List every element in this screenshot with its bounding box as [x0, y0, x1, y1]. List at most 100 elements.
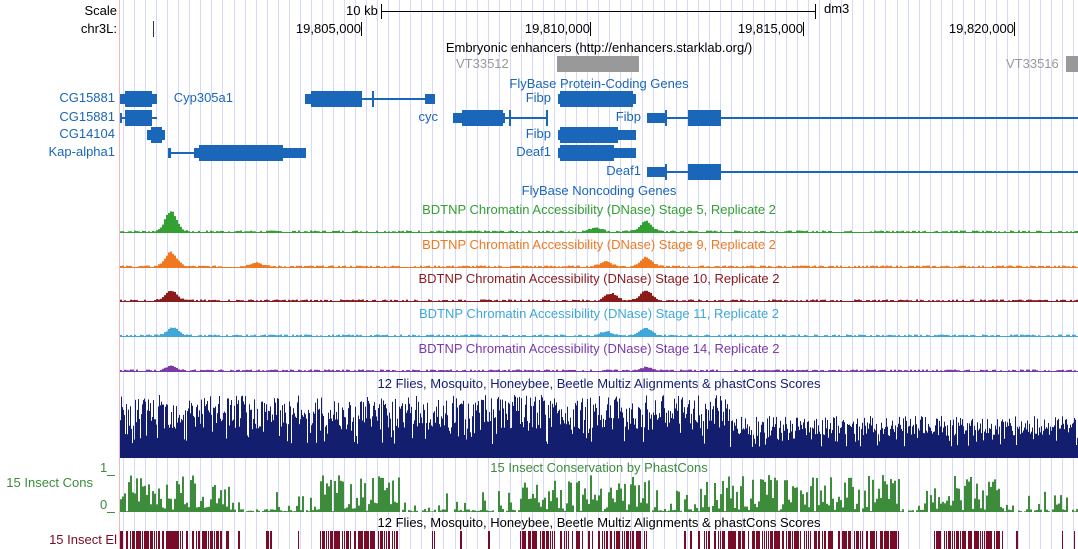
- multiz-bar: [611, 417, 612, 458]
- dnase-track-title[interactable]: BDTNP Chromatin Accessibility (DNase) St…: [422, 202, 776, 217]
- dnase-signal-bar: [442, 266, 444, 267]
- conserved-element: [174, 531, 176, 549]
- dnase-signal-bar: [646, 327, 648, 336]
- enhancer-label[interactable]: VT33512: [456, 56, 509, 71]
- conserved-element: [130, 531, 131, 549]
- conserved-element: [734, 531, 736, 549]
- multiz-bar: [780, 420, 781, 458]
- phastcons-bar: [550, 501, 552, 512]
- dnase-track-title[interactable]: BDTNP Chromatin Accessibility (DNase) St…: [418, 271, 780, 286]
- dnase-signal-bar: [1012, 266, 1014, 267]
- dnase-track-title[interactable]: BDTNP Chromatin Accessibility (DNase) St…: [418, 306, 780, 321]
- dnase-signal-bar: [122, 231, 124, 232]
- dnase-signal-bar: [170, 327, 172, 336]
- gene-label[interactable]: Kap-alpha1: [48, 144, 116, 159]
- dnase-signal-bar: [942, 300, 944, 301]
- dnase-signal-bar: [388, 369, 390, 371]
- phastcons-bar: [712, 505, 714, 512]
- phastcons-bar: [698, 511, 700, 512]
- multiz-bar: [490, 421, 491, 458]
- enhancer-feature[interactable]: [1066, 56, 1078, 72]
- multiz-bar: [665, 422, 666, 458]
- phastcons-bar: [984, 509, 986, 512]
- dnase-signal-bar: [316, 369, 318, 371]
- dnase-signal-bar: [318, 265, 320, 267]
- multiz-bar: [901, 428, 902, 458]
- conserved-element: [940, 531, 941, 549]
- dnase-signal-bar: [550, 265, 552, 267]
- multiz-bar: [162, 404, 163, 458]
- phastcons-bar: [670, 503, 672, 512]
- conserved-element: [888, 531, 889, 549]
- multiz-bar: [855, 441, 856, 458]
- gene-label[interactable]: Cyp305a1: [173, 90, 233, 105]
- multiz-bar: [247, 435, 248, 458]
- flybase-coding-title[interactable]: FlyBase Protein-Coding Genes: [509, 76, 689, 91]
- dnase-signal-bar: [732, 299, 734, 301]
- gene-label[interactable]: CG15881: [59, 109, 115, 124]
- gene-label[interactable]: Deaf1: [516, 144, 551, 159]
- multiz-bar: [1058, 418, 1059, 458]
- gene-utr-exon: [647, 167, 665, 177]
- gene-label[interactable]: CG15881: [59, 90, 115, 105]
- multiz-bar: [492, 443, 493, 458]
- phastcons-bar: [594, 494, 596, 512]
- gene-label[interactable]: Fibp: [525, 126, 551, 141]
- dnase-track-title[interactable]: BDTNP Chromatin Accessibility (DNase) St…: [422, 237, 776, 252]
- dnase-signal-bar: [614, 334, 616, 336]
- gene-label[interactable]: CG14104: [59, 126, 115, 141]
- phastcons-bar: [234, 509, 236, 512]
- enhancers-track-title[interactable]: Embryonic enhancers (http://enhancers.st…: [445, 40, 753, 55]
- dnase-signal-bar: [630, 334, 632, 336]
- elements-side-label[interactable]: 15 Insect El: [49, 532, 117, 547]
- conserved-element: [882, 531, 883, 549]
- dnase-signal-bar: [618, 231, 620, 232]
- gene-label[interactable]: cyc: [418, 109, 439, 124]
- dnase-signal-bar: [672, 334, 674, 336]
- enhancer-feature[interactable]: [557, 56, 639, 72]
- phastcons-bar: [930, 495, 932, 512]
- dnase-signal-bar: [572, 265, 574, 267]
- multiz-bar: [719, 427, 720, 458]
- dnase-track-title[interactable]: BDTNP Chromatin Accessibility (DNase) St…: [418, 341, 780, 356]
- phastcons-bar: [510, 502, 512, 512]
- multiz-title[interactable]: 12 Flies, Mosquito, Honeybee, Beetle Mul…: [377, 376, 821, 391]
- dnase-signal-bar: [138, 231, 140, 232]
- phastcons-title[interactable]: 15 Insect Conservation by PhastCons: [490, 460, 708, 475]
- multiz-bar: [298, 395, 299, 458]
- dnase-signal-bar: [756, 231, 758, 232]
- dnase-signal-bar: [300, 300, 302, 301]
- multiz-bar: [538, 424, 539, 458]
- conserved-element: [822, 531, 823, 549]
- dnase-signal-bar: [122, 265, 124, 267]
- elements-title[interactable]: 12 Flies, Mosquito, Honeybee, Beetle Mul…: [377, 515, 821, 530]
- dnase-signal-bar: [784, 231, 786, 232]
- multiz-bar: [718, 410, 719, 458]
- dnase-signal-bar: [470, 334, 472, 336]
- flybase-noncoding-title[interactable]: FlyBase Noncoding Genes: [521, 183, 677, 198]
- phastcons-bar: [212, 486, 214, 512]
- phastcons-bar: [1076, 509, 1078, 512]
- phastcons-side-label[interactable]: 15 Insect Cons: [6, 475, 93, 490]
- conserved-element: [520, 531, 521, 549]
- gene-label[interactable]: Fibp: [525, 90, 551, 105]
- phastcons-bar: [324, 494, 326, 512]
- multiz-bar: [544, 400, 545, 458]
- gene-label[interactable]: Deaf1: [606, 163, 641, 178]
- gene-label[interactable]: Fibp: [615, 109, 641, 124]
- dnase-signal-bar: [666, 265, 668, 267]
- conserved-element: [894, 531, 896, 549]
- multiz-bar: [576, 405, 577, 458]
- dnase-signal-bar: [874, 230, 876, 232]
- multiz-bar: [308, 409, 309, 458]
- dnase-signal-bar: [438, 265, 440, 267]
- dnase-signal-bar: [616, 295, 618, 301]
- conserved-element: [764, 531, 765, 549]
- dnase-signal-bar: [212, 370, 214, 371]
- dnase-signal-bar: [646, 367, 648, 371]
- multiz-bar: [713, 406, 714, 458]
- multiz-bar: [1069, 427, 1070, 458]
- multiz-bar: [313, 411, 314, 458]
- enhancer-label[interactable]: VT33516: [1006, 56, 1059, 71]
- dnase-signal-bar: [480, 231, 482, 232]
